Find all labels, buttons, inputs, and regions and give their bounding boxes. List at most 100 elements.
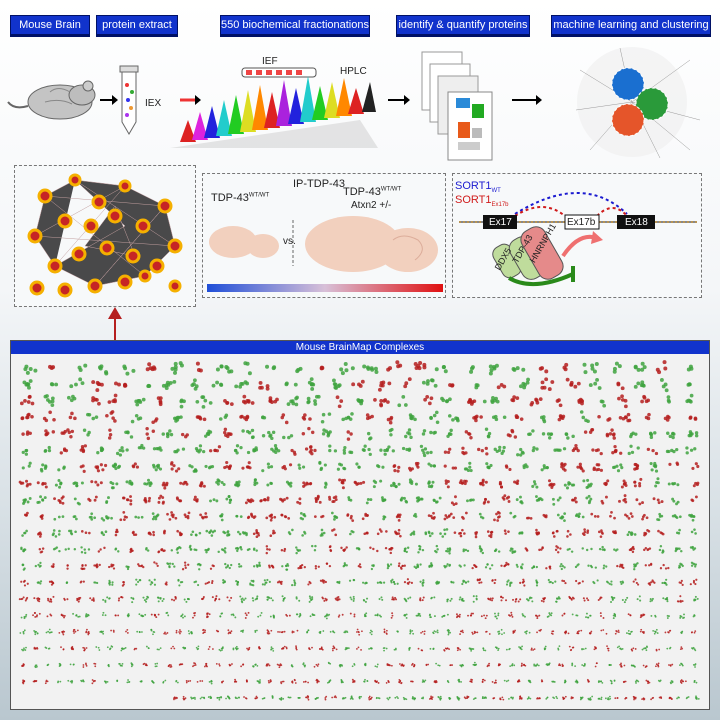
complex-cluster [223,427,233,439]
complex-cluster [538,546,544,552]
complex-cluster [70,645,75,651]
complex-cluster [522,463,529,470]
complex-cluster [527,679,532,684]
complex-cluster [23,364,38,375]
complex-cluster [652,497,664,505]
complex-cluster [446,679,450,684]
complex-cluster [118,662,124,667]
complex-cluster [277,630,286,634]
complex-cluster [265,513,277,522]
complex-cluster [308,646,313,651]
complex-cluster [390,612,394,619]
complex-cluster [675,528,681,535]
exon-17-label: Ex17 [489,217,512,228]
complex-cluster [463,461,473,473]
complex-cluster [192,611,197,619]
complex-cluster [561,612,566,617]
complex-cluster [48,580,55,586]
complex-cluster [555,596,561,603]
complex-cluster [562,362,569,372]
complex-cluster [627,444,640,456]
complex-cluster [455,613,461,619]
complex-cluster [630,647,637,652]
complex-cluster [218,413,229,421]
complex-cluster [666,646,672,650]
complex-cluster [539,415,547,424]
complex-cluster [182,695,187,701]
complex-cluster [429,410,440,425]
complex-cluster [218,646,224,652]
complex-cluster [520,662,527,667]
complex-cluster [192,662,197,668]
complex-cluster [34,561,42,568]
complex-cluster [430,596,436,600]
complex-cluster [170,596,177,602]
complex-cluster [86,412,99,421]
complex-cluster [156,647,162,651]
complex-cluster [33,597,41,603]
complex-cluster [546,612,553,618]
complex-cluster [161,429,174,439]
complex-cluster [633,462,640,471]
complex-cluster [97,364,109,376]
complex-cluster [530,647,536,651]
complex-cluster [616,645,624,651]
complex-cluster [380,496,387,503]
complex-cluster [382,647,388,652]
complex-cluster [299,512,307,521]
complex-cluster [261,415,267,420]
complex-cluster [82,428,91,437]
complex-cluster [209,564,215,570]
complex-cluster [616,563,625,570]
complex-cluster [225,695,231,700]
complex-cluster [605,428,616,440]
complex-cluster [632,695,637,701]
complex-cluster [404,428,413,440]
complex-cluster [485,462,493,470]
complex-cluster [295,645,298,651]
complex-cluster [518,377,530,390]
complex-cluster [22,379,33,390]
cluster-network [575,47,701,159]
complex-cluster [170,461,181,473]
complex-cluster [655,360,668,375]
complex-cluster [258,645,261,650]
complex-cluster [582,597,590,602]
complex-cluster [120,646,127,652]
complex-cluster [321,596,328,602]
complex-cluster [114,381,128,388]
complex-cluster [478,545,485,555]
complex-cluster [66,394,77,403]
sort1-ex17b-sub: Ex17b [491,202,509,209]
complex-cluster [281,463,293,471]
complex-cluster [362,581,368,585]
complex-cluster [102,596,111,603]
complex-cluster [124,430,134,439]
complex-cluster [545,565,552,570]
complex-cluster [280,645,288,650]
complex-cluster [568,645,575,652]
complex-cluster [269,529,276,538]
complex-cluster [351,678,356,684]
splicing-panel: SORT1WT SORT1Ex17b Ex17 Ex17b Ex18 DDX5 … [452,173,702,298]
complex-cluster [226,596,233,602]
left-genotype-sup: WT/WT [248,192,270,199]
complex-cluster [335,395,344,409]
complex-cluster [215,364,234,374]
complex-cluster [151,512,160,521]
complex-cluster [207,645,214,651]
complex-cluster [585,612,592,619]
complex-cluster [565,377,581,389]
network-panel [14,165,196,307]
complex-cluster [639,613,646,619]
complex-cluster [449,664,453,667]
complex-cluster [410,680,414,683]
complex-cluster [21,430,32,436]
complex-cluster [110,629,115,633]
complex-cluster [408,461,420,472]
complex-cluster [579,410,590,424]
complex-cluster [138,613,147,618]
complex-cluster [139,680,143,683]
complex-cluster [329,630,336,634]
complex-cluster [225,494,233,504]
